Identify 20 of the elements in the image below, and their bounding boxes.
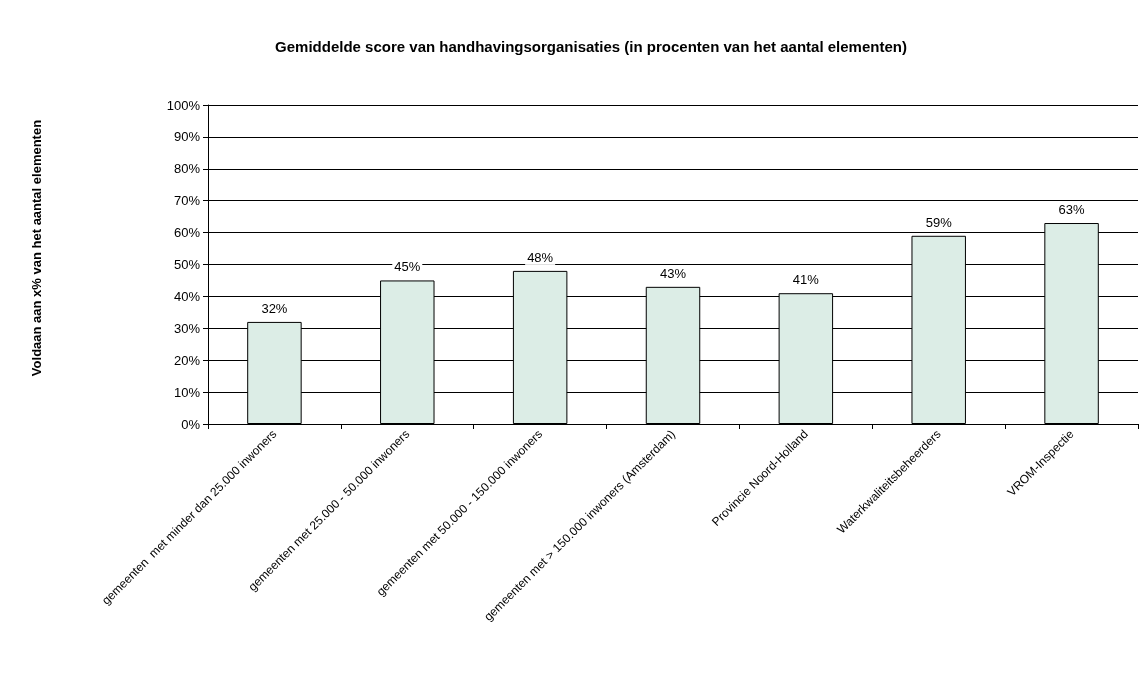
y-tick-label: 70% — [173, 193, 201, 209]
data-label: 45% — [394, 259, 421, 275]
chart-title: Gemiddelde score van handhavingsorganisaties (in procenten van het aantal elementen) — [275, 38, 907, 55]
data-label: 48% — [527, 249, 554, 265]
y-tick-label: 20% — [173, 352, 201, 368]
y-tick-label: 10% — [173, 384, 201, 400]
y-tick-label: 50% — [173, 257, 201, 272]
y-tick-label: 90% — [173, 129, 201, 145]
y-axis-title: Voldaan aan x% van het aantal elementen — [28, 119, 44, 377]
y-tick-label: 0% — [181, 416, 201, 432]
data-label: 41% — [792, 272, 820, 288]
y-tick-label: 40% — [173, 288, 201, 304]
data-label: 43% — [659, 265, 687, 281]
y-tick-label: 100% — [166, 97, 201, 113]
data-label: 59% — [925, 214, 953, 230]
y-tick-label: 30% — [173, 320, 201, 336]
y-tick-label: 60% — [173, 225, 201, 241]
y-tick-label: 80% — [173, 161, 201, 177]
data-label: 63% — [1058, 202, 1086, 218]
data-label: 32% — [261, 300, 288, 316]
